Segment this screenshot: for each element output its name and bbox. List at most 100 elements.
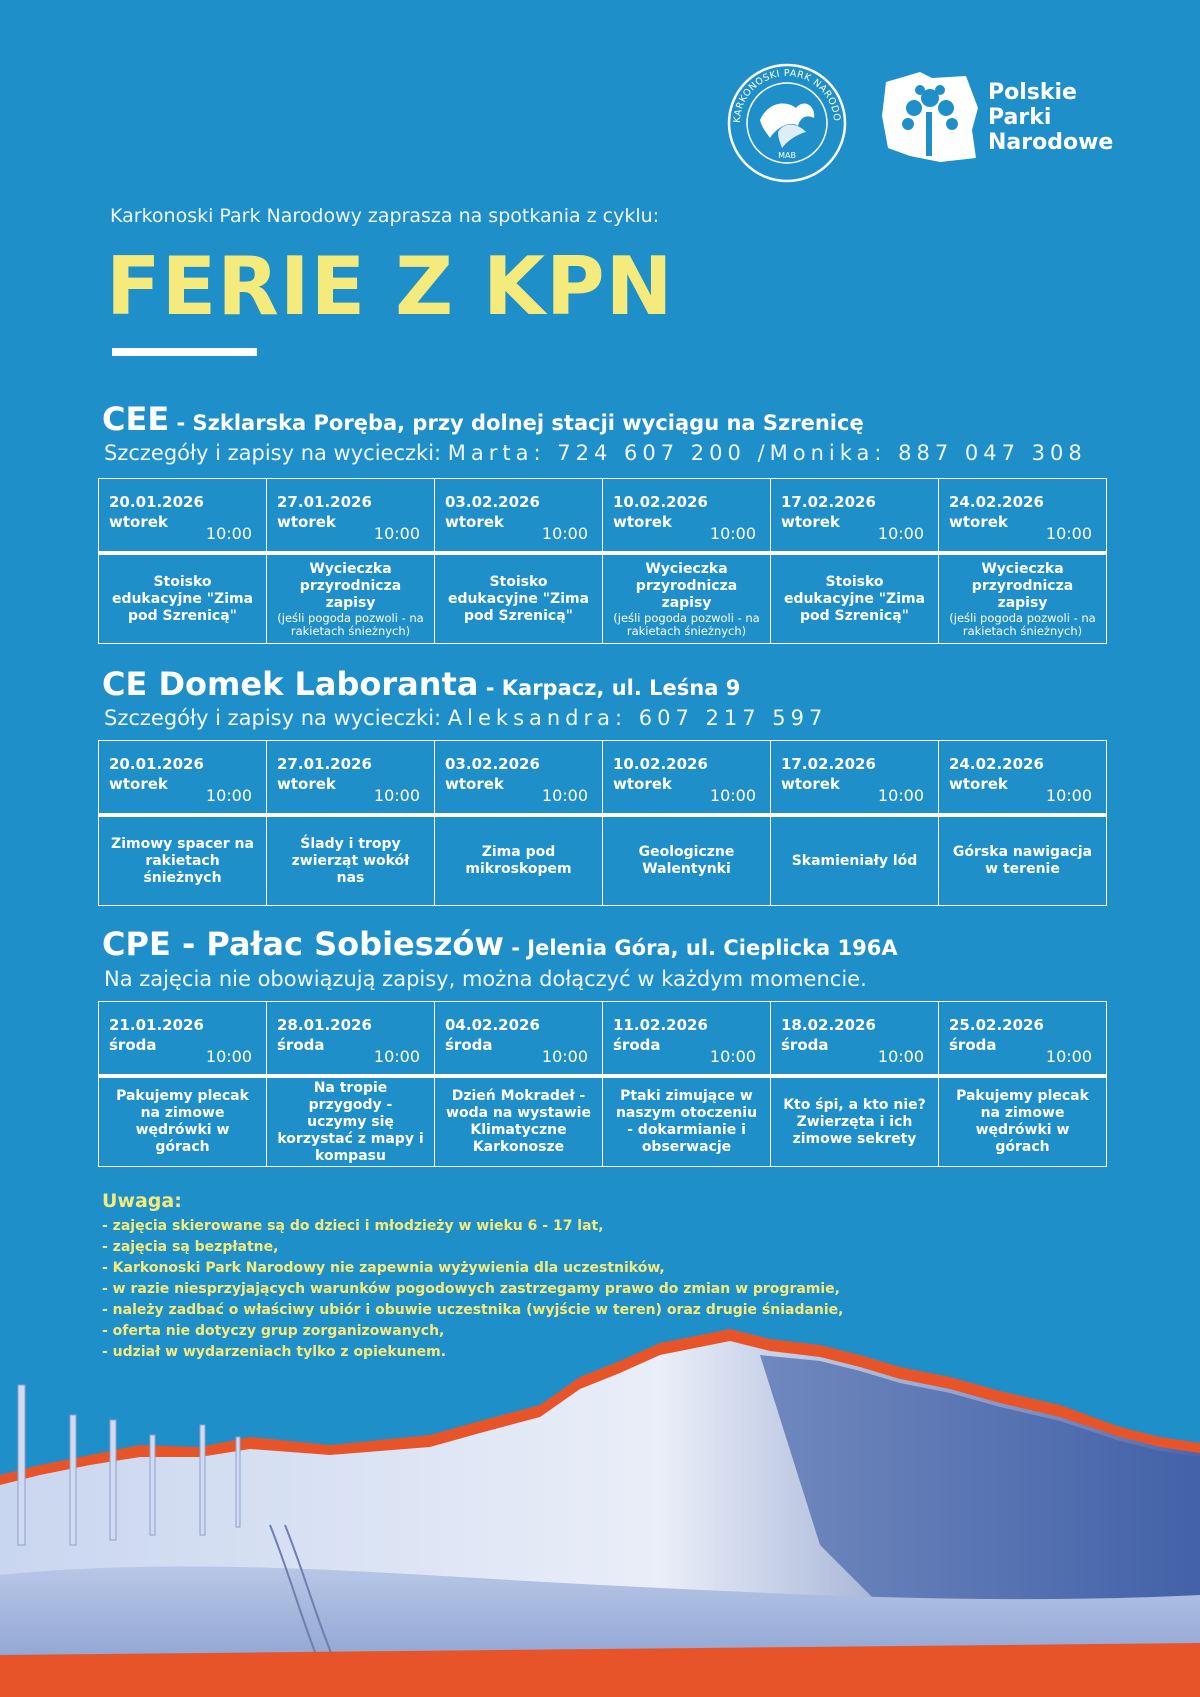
activity: Ślady i tropy zwierząt wokół nas — [291, 835, 410, 886]
date-cell: 17.02.2026 wtorek 10:00 — [770, 740, 939, 817]
activity: Pakujemy plecak na zimowe wędrówki w gór… — [116, 1088, 249, 1155]
ppn-line: Narodowe — [988, 130, 1114, 155]
date-cell: 17.02.2026 wtorek 10:00 — [770, 478, 939, 555]
section-heading: CPE - Pałac Sobieszów - Jelenia Góra, ul… — [102, 925, 898, 963]
weekday: wtorek — [109, 513, 168, 531]
date: 11.02.2026 — [613, 1016, 708, 1034]
activity-note: (jeśli pogoda pozwoli - na rakietach śni… — [277, 610, 424, 638]
activity: Pakujemy plecak na zimowe wędrówki w gór… — [956, 1088, 1089, 1155]
time: 10:00 — [709, 786, 756, 805]
section-heading: CEE - Szklarska Poręba, przy dolnej stac… — [102, 400, 864, 438]
date-cell: 11.02.2026 środa 10:00 — [602, 1001, 771, 1078]
time: 10:00 — [1045, 524, 1092, 543]
time: 10:00 — [877, 1047, 924, 1066]
date: 24.02.2026 — [949, 493, 1044, 511]
date-cell: 28.01.2026 środa 10:00 — [266, 1001, 435, 1078]
activity-cell: Zima pod mikroskopem — [434, 814, 603, 906]
date-cell: 27.01.2026 wtorek 10:00 — [266, 478, 435, 555]
notice-title: Uwaga: — [102, 1190, 182, 1212]
signup-label: Szczegóły i zapisy na wycieczki: — [104, 706, 448, 730]
schedule-table: 20.01.2026 wtorek 10:00 27.01.2026 wtorek 10… — [98, 478, 1107, 644]
time: 10:00 — [709, 1047, 756, 1066]
time: 10:00 — [541, 524, 588, 543]
signup-label: Na zajęcia nie obowiązują zapisy, można … — [104, 967, 867, 991]
activity-cell: Wycieczka przyrodnicza zapisy (jeśli pogo… — [266, 552, 435, 644]
signup-contact: Marta: 724 607 200 /Monika: 887 047 308 — [447, 441, 1087, 465]
notice-item: - zajęcia skierowane są do dzieci i młod… — [102, 1218, 604, 1234]
notice-item: - zajęcia są bezpłatne, — [102, 1239, 279, 1255]
date: 10.02.2026 — [613, 493, 708, 511]
activity-cell: Na tropie przygody - uczymy się korzysta… — [266, 1075, 435, 1167]
date-cell: 18.02.2026 środa 10:00 — [770, 1001, 939, 1078]
notice-item: - należy zadbać o właściwy ubiór i obuwi… — [102, 1302, 844, 1318]
date-cell: 25.02.2026 środa 10:00 — [938, 1001, 1107, 1078]
activity: Stoisko edukacyjne "Zima pod Szrenicą" — [111, 573, 254, 624]
date: 24.02.2026 — [949, 755, 1044, 773]
section-subtitle: Na zajęcia nie obowiązują zapisy, można … — [104, 967, 867, 991]
weekday: środa — [613, 1036, 661, 1054]
activity-cell: Skamieniały lód — [770, 814, 939, 906]
activity-cell: Stoisko edukacyjne "Zima pod Szrenicą" — [98, 552, 267, 644]
date: 25.02.2026 — [949, 1016, 1044, 1034]
weekday: wtorek — [949, 513, 1008, 531]
time: 10:00 — [373, 1047, 420, 1066]
activity-cell: Wycieczka przyrodnicza zapisy (jeśli pogo… — [602, 552, 771, 644]
activity-cell: Pakujemy plecak na zimowe wędrówki w gór… — [938, 1075, 1107, 1167]
weekday: wtorek — [613, 513, 672, 531]
activity: Wycieczka przyrodnicza zapisy — [971, 560, 1074, 611]
weekday: wtorek — [781, 775, 840, 793]
signup-contact: Aleksandra: 607 217 597 — [447, 706, 828, 730]
date-cell: 21.01.2026 środa 10:00 — [98, 1001, 267, 1078]
intro-text: Karkonoski Park Narodowy zaprasza na spo… — [110, 205, 660, 227]
weekday: środa — [445, 1036, 493, 1054]
date: 20.01.2026 — [109, 493, 204, 511]
notice-item: - udział w wydarzeniach tylko z opiekune… — [102, 1344, 447, 1360]
activities-row: Pakujemy plecak na zimowe wędrówki w gór… — [98, 1075, 1107, 1167]
activity: Stoisko edukacyjne "Zima pod Szrenicą" — [783, 573, 926, 624]
notice-item: - Karkonoski Park Narodowy nie zapewnia … — [102, 1260, 665, 1276]
date-cell: 20.01.2026 wtorek 10:00 — [98, 740, 267, 817]
ppn-line: Polskie — [988, 80, 1077, 105]
activity: Zima pod mikroskopem — [465, 844, 572, 877]
section-location: - Karpacz, ul. Leśna 9 — [478, 676, 741, 700]
activity: Geologiczne Walentynki — [638, 844, 735, 877]
kpn-logo: KARKONOSKI PARK NARODOWY MAB — [726, 62, 847, 183]
activity: Wycieczka przyrodnicza zapisy — [299, 560, 402, 611]
title-underline — [112, 348, 257, 356]
date: 04.02.2026 — [445, 1016, 540, 1034]
weekday: wtorek — [109, 775, 168, 793]
weekday: środa — [277, 1036, 325, 1054]
date: 17.02.2026 — [781, 493, 876, 511]
activity: Dzień Mokradeł - woda na wystawie Klimat… — [446, 1088, 591, 1155]
activity-cell: Kto śpi, a kto nie? Zwierzęta i ich zimo… — [770, 1075, 939, 1167]
activity-cell: Stoisko edukacyjne "Zima pod Szrenicą" — [770, 552, 939, 644]
activity: Skamieniały lód — [791, 852, 918, 869]
section-heading: CE Domek Laboranta - Karpacz, ul. Leśna … — [102, 665, 740, 703]
date: 03.02.2026 — [445, 755, 540, 773]
date-cell: 24.02.2026 wtorek 10:00 — [938, 478, 1107, 555]
activity: Na tropie przygody - uczymy się korzysta… — [277, 1079, 424, 1164]
date: 03.02.2026 — [445, 493, 540, 511]
activity: Zimowy spacer na rakietach śnieżnych — [111, 835, 254, 886]
section-name: CPE - Pałac Sobieszów — [102, 925, 504, 963]
activity-cell: Wycieczka przyrodnicza zapisy (jeśli pogo… — [938, 552, 1107, 644]
activity-note: (jeśli pogoda pozwoli - na rakietach śni… — [613, 610, 760, 638]
section-subtitle: Szczegóły i zapisy na wycieczki: Aleksan… — [104, 706, 827, 730]
date: 21.01.2026 — [109, 1016, 204, 1034]
activity-cell: Ptaki zimujące w naszym otoczeniu - doka… — [602, 1075, 771, 1167]
date-cell: 03.02.2026 wtorek 10:00 — [434, 740, 603, 817]
date: 27.01.2026 — [277, 493, 372, 511]
weekday: środa — [109, 1036, 157, 1054]
weekday: wtorek — [949, 775, 1008, 793]
weekday: wtorek — [613, 775, 672, 793]
notice-list: - zajęcia skierowane są do dzieci i młod… — [102, 1216, 844, 1363]
date: 17.02.2026 — [781, 755, 876, 773]
activity: Górska nawigacja w terenie — [952, 844, 1093, 877]
time: 10:00 — [709, 524, 756, 543]
activity-cell: Stoisko edukacyjne "Zima pod Szrenicą" — [434, 552, 603, 644]
date-cell: 04.02.2026 środa 10:00 — [434, 1001, 603, 1078]
weekday: wtorek — [277, 513, 336, 531]
date: 18.02.2026 — [781, 1016, 876, 1034]
time: 10:00 — [205, 524, 252, 543]
activity-cell: Zimowy spacer na rakietach śnieżnych — [98, 814, 267, 906]
